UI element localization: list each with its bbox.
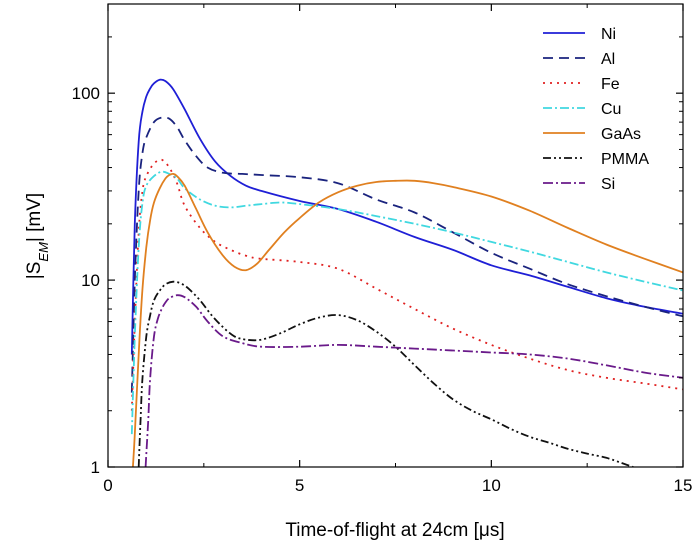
y-axis-title-post: | [mV]: [24, 193, 45, 242]
legend-label-cu: Cu: [601, 101, 621, 118]
x-tick-label: 0: [103, 476, 112, 495]
legend-label-gaas: GaAs: [601, 126, 641, 143]
plot-frame: [107, 3, 684, 468]
series-line-ni: [130, 78, 683, 355]
series-line-pmma: [137, 280, 634, 467]
legend-label-pmma: PMMA: [601, 151, 649, 168]
legend-label-fe: Fe: [601, 76, 620, 93]
series-line-cu: [130, 170, 683, 435]
x-tick-label: 5: [295, 476, 304, 495]
x-axis-title: Time-of-flight at 24cm [μs]: [285, 520, 504, 541]
legend-label-ni: Ni: [601, 26, 616, 43]
x-tick-label: 15: [674, 476, 693, 495]
series-line-si: [144, 294, 683, 467]
y-axis-title-pre: |S: [24, 262, 45, 280]
series-line-fe: [130, 158, 683, 411]
series-line-al: [130, 116, 683, 393]
axes-layer: 0 5 10 15 1 10 100: [72, 4, 693, 495]
legend-label-al: Al: [601, 51, 615, 68]
y-axis-title-sub: EM: [36, 242, 51, 262]
y-tick-label: 100: [72, 84, 100, 103]
y-tick-label: 1: [91, 458, 100, 477]
x-tick-label: 10: [482, 476, 501, 495]
series-line-gaas: [132, 172, 683, 467]
y-tick-label: 10: [81, 271, 100, 290]
series-layer: [130, 78, 683, 467]
y-axis-title: |SEM| [mV]: [24, 193, 51, 279]
legend-label-si: Si: [601, 176, 615, 193]
legend: Ni Al Fe Cu GaAs PMMA Si: [543, 26, 649, 193]
